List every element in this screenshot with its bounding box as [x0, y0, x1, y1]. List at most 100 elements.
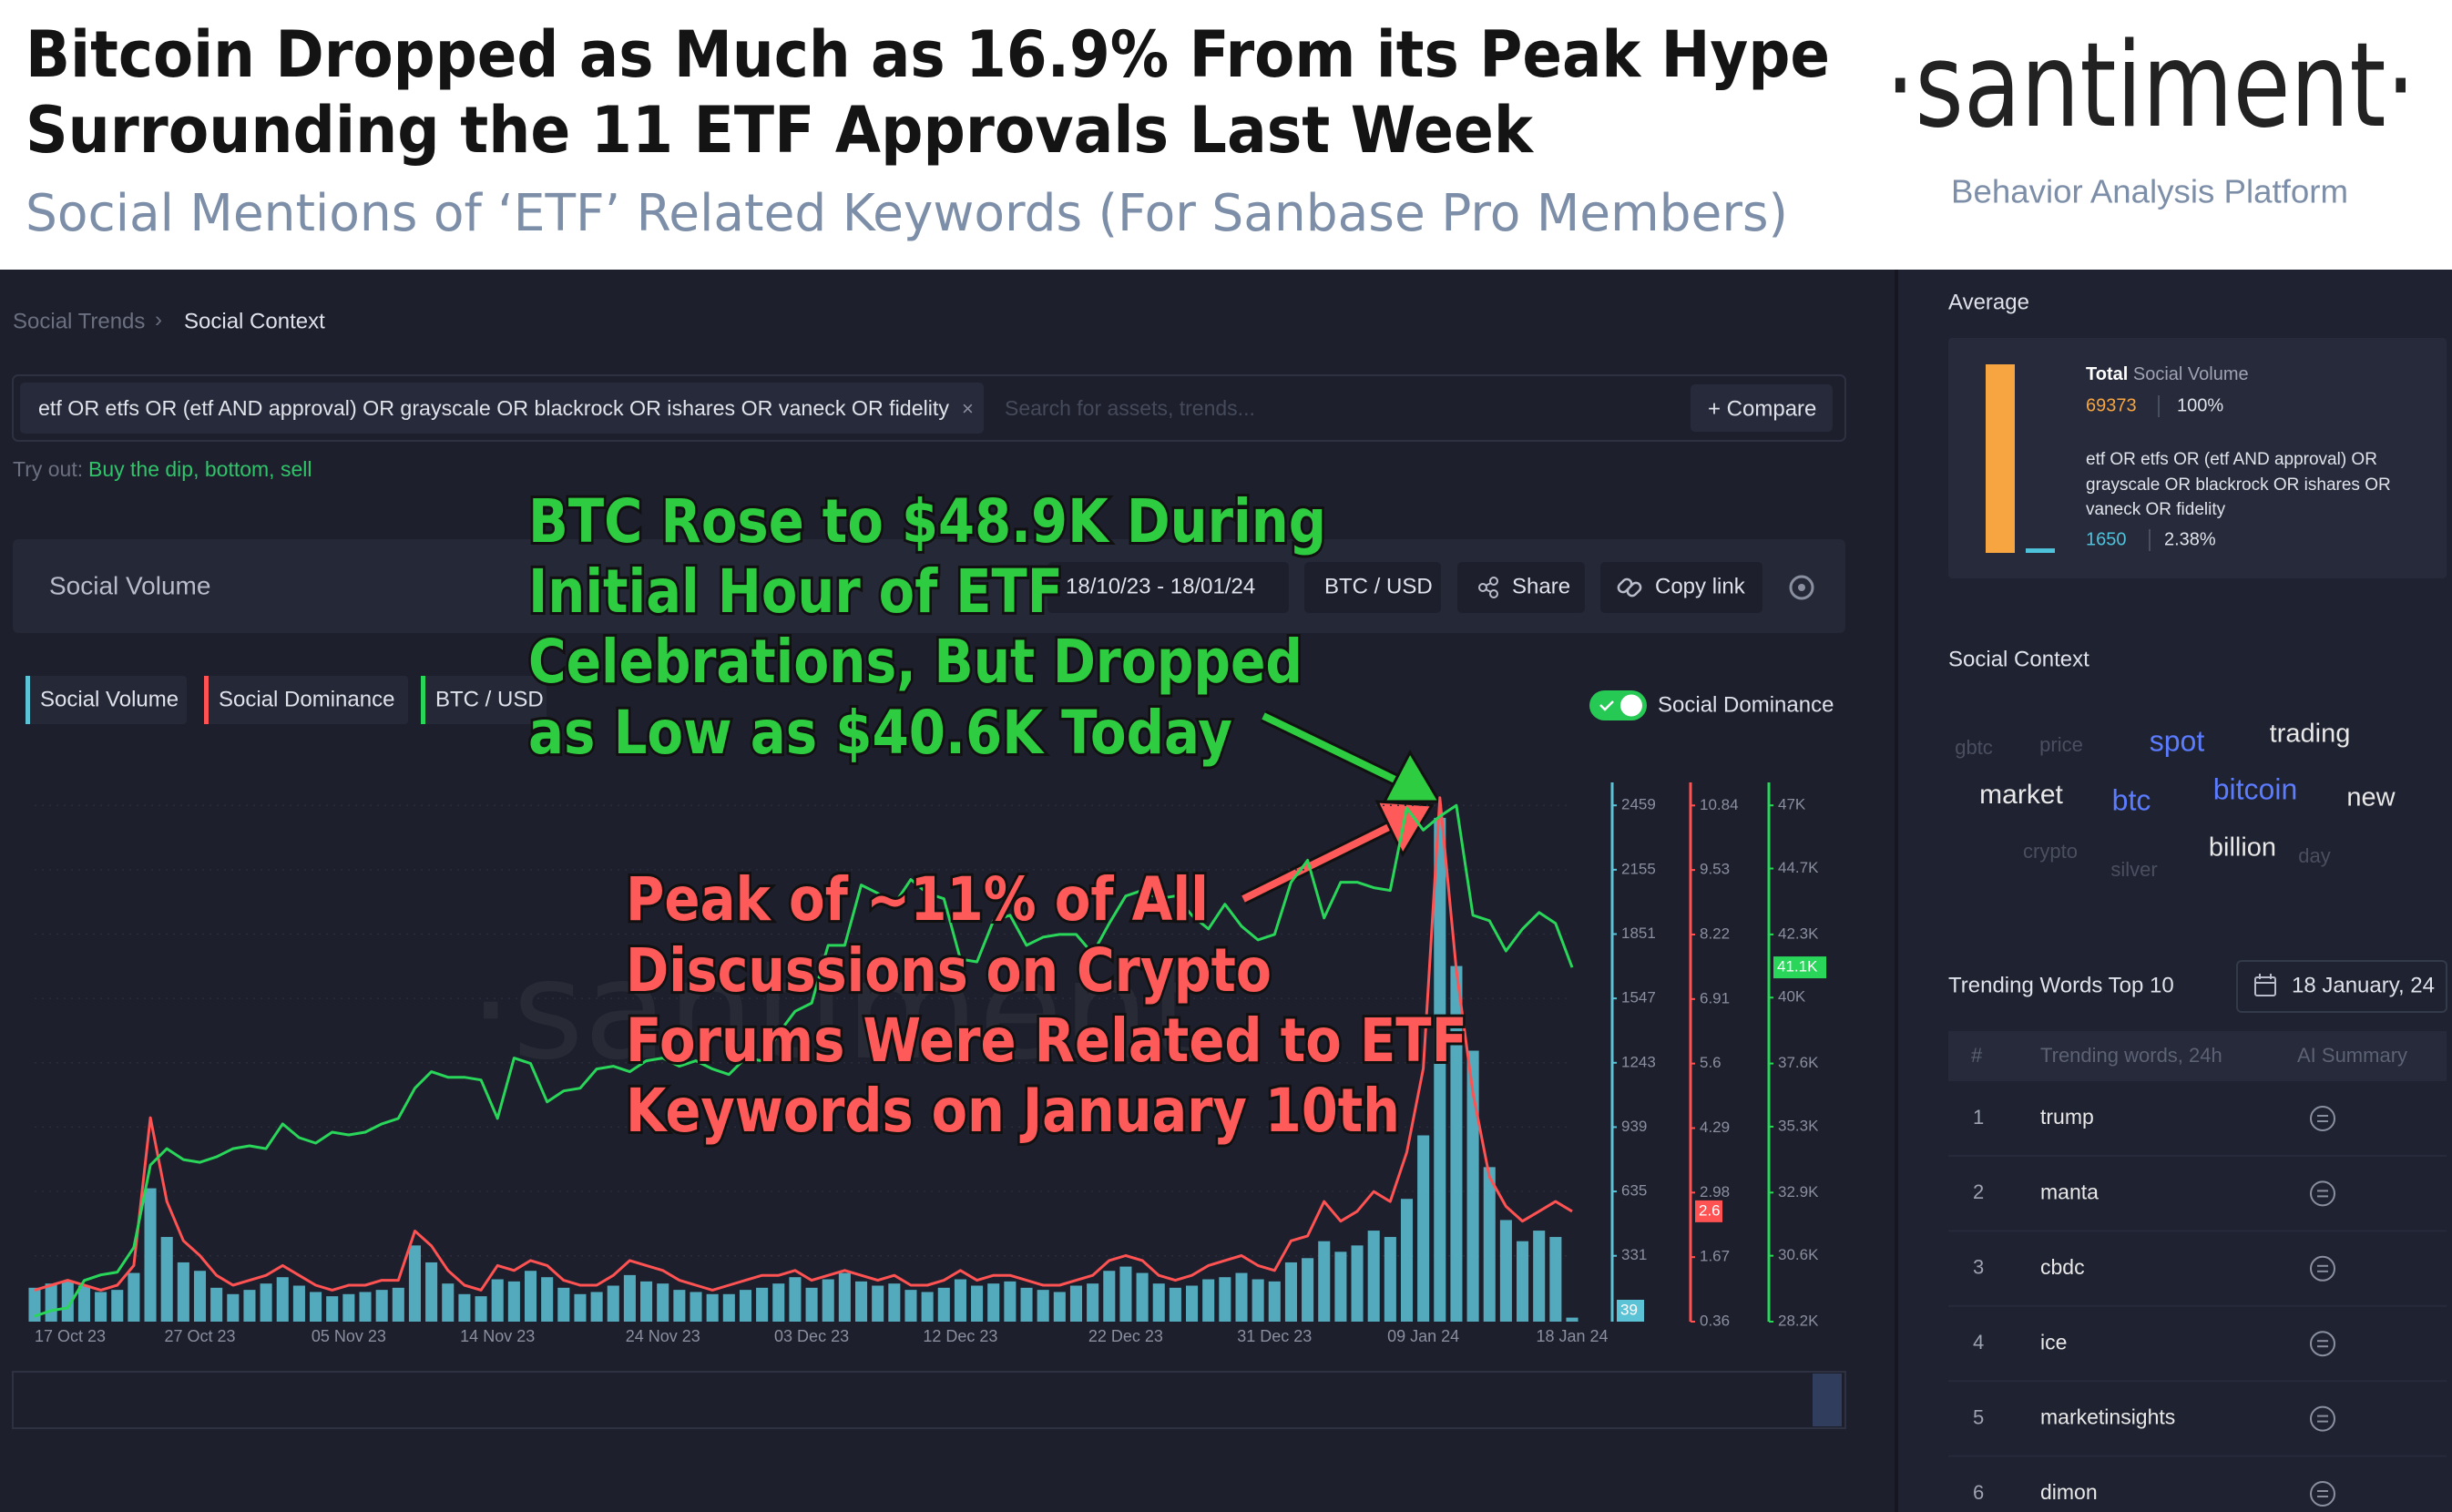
average-card: [1948, 338, 2447, 578]
date-range-button[interactable]: [1047, 562, 1289, 613]
bar: [1069, 1285, 1083, 1322]
bar: [872, 1285, 884, 1322]
bar: [1302, 1258, 1314, 1322]
compare-label: + Compare: [1708, 396, 1816, 421]
bar: [690, 1292, 702, 1322]
breadcrumb-link[interactable]: Social Trends: [13, 309, 145, 333]
bar: [491, 1279, 504, 1322]
bar: [657, 1283, 669, 1322]
ai-summary-icon[interactable]: [2310, 1405, 2335, 1432]
current-value-badge: [1617, 1300, 1644, 1322]
query-line: vaneck OR fidelity: [2086, 500, 2226, 519]
legend-swatch: [26, 676, 30, 724]
ai-summary-icon[interactable]: [2310, 1255, 2335, 1282]
row-word[interactable]: ice: [2040, 1330, 2067, 1354]
bar: [177, 1262, 189, 1322]
total-pct: 100%: [2177, 395, 2223, 415]
y-tick-label: 28.2K: [1778, 1312, 1819, 1329]
bar: [1549, 1237, 1562, 1322]
chip-close[interactable]: ×: [962, 397, 974, 420]
series-line: [34, 796, 1573, 1292]
total-value: 69373: [2086, 395, 2137, 415]
annotation: BTC Rose to $48.9K During: [528, 486, 1326, 557]
context-word[interactable]: billion: [2209, 833, 2276, 863]
y-tick-label: 2459: [1621, 796, 1656, 813]
bar: [1020, 1287, 1033, 1322]
pair-button[interactable]: [1304, 562, 1441, 613]
context-word[interactable]: bitcoin: [2213, 772, 2298, 805]
navigator-selection[interactable]: [1813, 1374, 1842, 1426]
row-word[interactable]: manta: [2040, 1180, 2099, 1203]
settings-icon[interactable]: [1789, 575, 1814, 600]
ai-summary-icon[interactable]: [2310, 1331, 2335, 1357]
try-out-label: Try out:: [13, 457, 83, 481]
toggle-label: Social Dominance: [1658, 692, 1834, 717]
bar: [1186, 1285, 1199, 1322]
bar: [292, 1285, 305, 1322]
search-placeholder[interactable]: Search for assets, trends...: [1005, 396, 1255, 420]
bar: [1400, 1199, 1414, 1322]
bar: [1499, 1220, 1512, 1322]
bar: [1136, 1272, 1149, 1322]
bar: [1466, 1050, 1479, 1322]
share-icon: [1478, 577, 1498, 598]
bar: [954, 1279, 966, 1322]
compare-button[interactable]: [1691, 384, 1833, 432]
context-word[interactable]: gbtc: [1955, 736, 1993, 759]
legend-swatch: [204, 676, 209, 724]
row-word[interactable]: trump: [2040, 1105, 2094, 1129]
y-tick-label: 2155: [1621, 860, 1656, 877]
social-context-title: Social Context: [1948, 647, 2089, 671]
context-word[interactable]: trading: [2270, 720, 2351, 749]
link-icon: [1617, 577, 1642, 598]
ai-summary-icon[interactable]: [2310, 1180, 2335, 1207]
copy-link-button[interactable]: [1600, 562, 1762, 613]
query-chip[interactable]: [20, 383, 984, 434]
context-word[interactable]: new: [2346, 783, 2396, 812]
y-tick-label: 44.7K: [1778, 859, 1819, 876]
row-word[interactable]: dimon: [2040, 1480, 2098, 1504]
title-line: Bitcoin Dropped as Much as 16.9% From it…: [26, 17, 1830, 92]
bar: [1367, 1231, 1380, 1322]
context-word[interactable]: market: [1979, 780, 2063, 810]
row-word[interactable]: cbdc: [2040, 1255, 2085, 1279]
current-value-label: 41.1K: [1777, 958, 1818, 976]
bar: [243, 1290, 256, 1322]
context-word[interactable]: spot: [2150, 724, 2205, 757]
context-word[interactable]: day: [2298, 844, 2330, 867]
bar: [921, 1292, 934, 1322]
bar: [1384, 1237, 1396, 1322]
pair-label: BTC / USD: [1324, 574, 1433, 598]
bar: [276, 1277, 289, 1322]
series-line: [34, 803, 1574, 1318]
context-word[interactable]: silver: [2110, 858, 2157, 881]
bar: [458, 1293, 471, 1322]
header-bg: [0, 0, 2452, 270]
context-word[interactable]: btc: [2112, 783, 2151, 816]
date-picker[interactable]: [2236, 960, 2447, 1013]
annotation: Discussions on Crypto: [626, 935, 1272, 1006]
search-box[interactable]: [12, 374, 1846, 442]
bar: [1004, 1281, 1017, 1322]
navigator[interactable]: [12, 1371, 1846, 1429]
bar: [507, 1281, 520, 1322]
legend-chip[interactable]: [26, 676, 187, 724]
row-word[interactable]: marketinsights: [2040, 1405, 2175, 1429]
bar: [77, 1285, 90, 1322]
current-value-label: 39: [1620, 1301, 1638, 1318]
share-button[interactable]: [1457, 562, 1585, 613]
legend-label: Social Volume: [40, 687, 179, 711]
x-tick-label: 14 Nov 23: [460, 1327, 535, 1345]
context-word[interactable]: price: [2039, 733, 2083, 756]
bar: [888, 1283, 901, 1322]
legend-chip[interactable]: [204, 676, 408, 724]
ai-summary-icon[interactable]: [2310, 1106, 2335, 1131]
context-word[interactable]: crypto: [2023, 840, 2078, 863]
bar: [640, 1281, 653, 1322]
y-tick-label: 4.29: [1700, 1119, 1730, 1136]
try-out-suggestions[interactable]: Buy the dip, bottom, sell: [88, 457, 312, 481]
legend-chip[interactable]: [421, 676, 547, 724]
x-tick-label: 09 Jan 24: [1387, 1327, 1459, 1345]
bar: [789, 1277, 802, 1322]
ai-summary-icon[interactable]: [2310, 1481, 2335, 1507]
